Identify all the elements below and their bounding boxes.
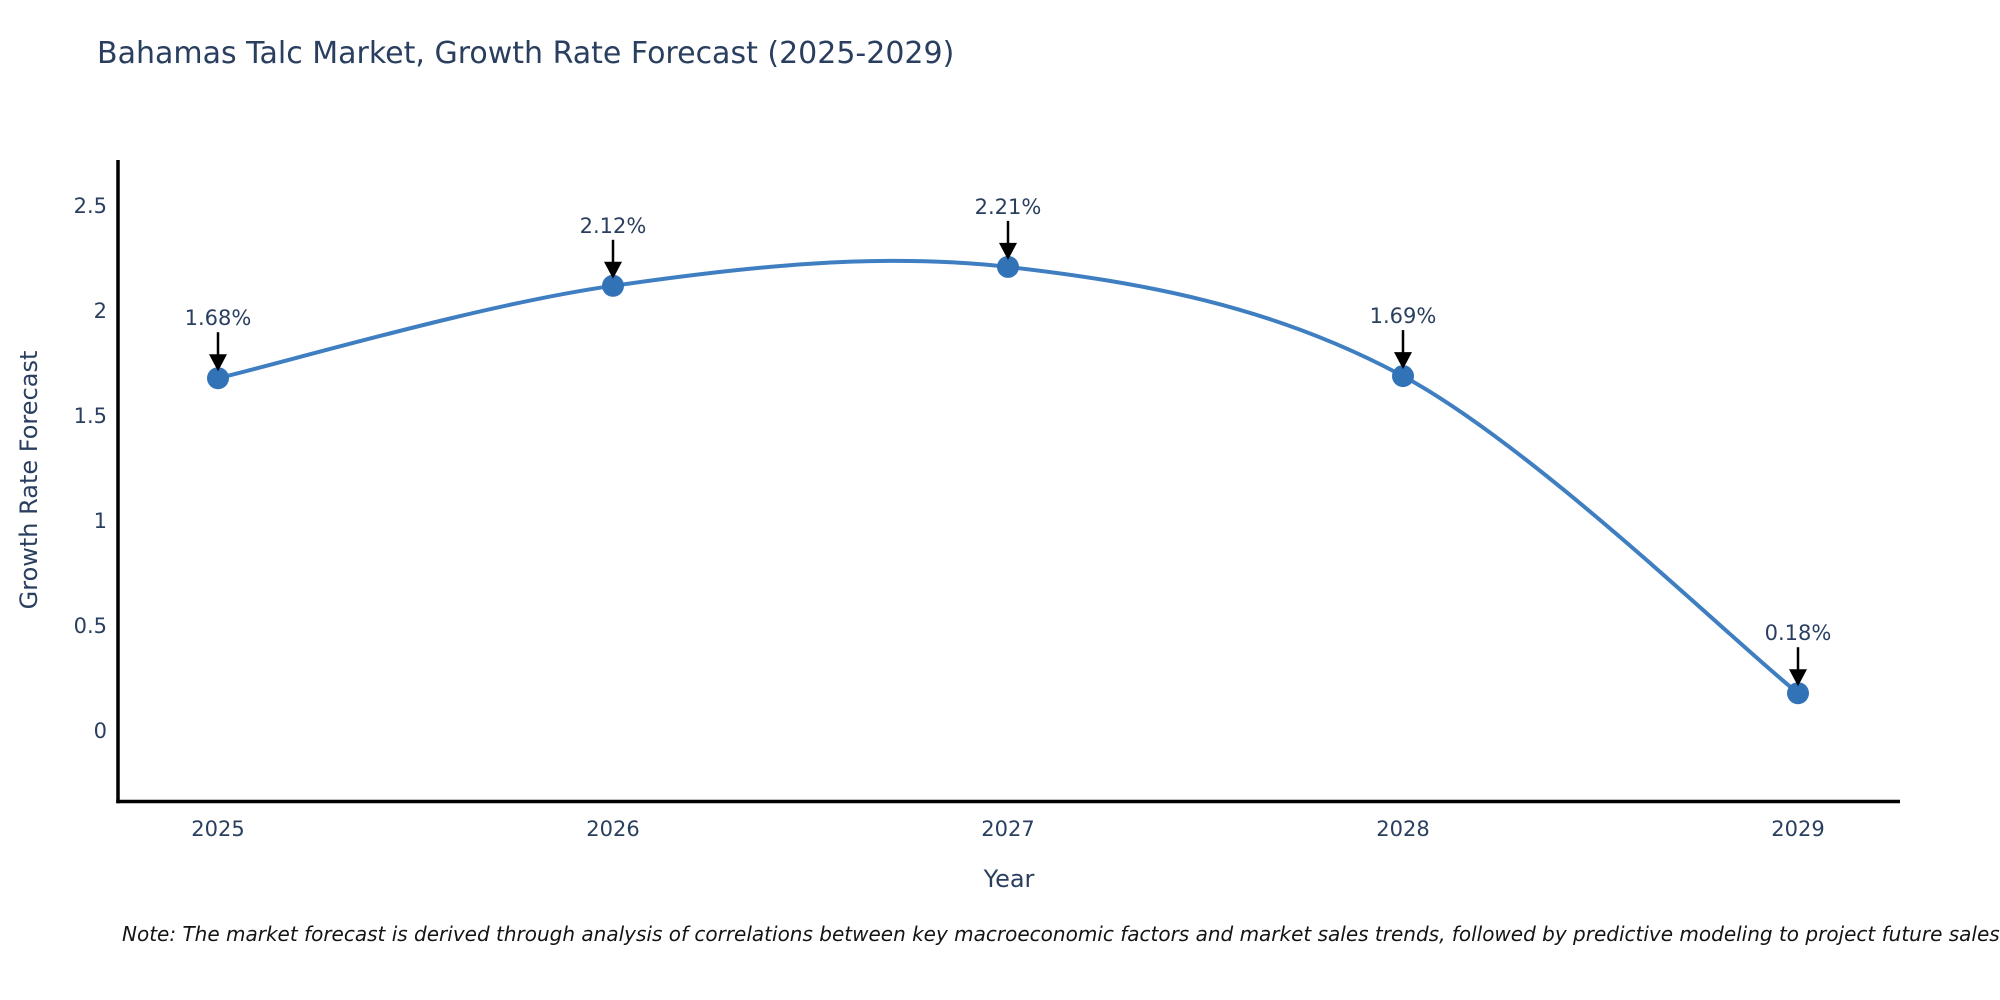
y-tick-label: 0: [94, 719, 107, 743]
x-tick-label: 2026: [586, 817, 639, 841]
y-tick-label: 1.5: [74, 404, 107, 428]
data-point-marker[interactable]: [1787, 682, 1809, 705]
data-point-marker[interactable]: [602, 274, 624, 297]
x-tick-label: 2029: [1771, 817, 1824, 841]
x-axis-title: Year: [983, 865, 1035, 893]
y-tick-label: 1: [94, 509, 107, 533]
annotation-arrowhead-icon: [1789, 669, 1807, 687]
annotation-label: 0.18%: [1765, 621, 1832, 645]
y-tick-label: 2: [94, 299, 107, 323]
x-tick-label: 2028: [1376, 817, 1429, 841]
annotation-label: 1.69%: [1370, 304, 1437, 328]
annotation-label: 2.21%: [975, 195, 1042, 219]
x-tick-label: 2025: [191, 817, 244, 841]
y-tick-label: 0.5: [74, 614, 107, 638]
data-point-marker[interactable]: [1392, 365, 1414, 388]
y-tick-label: 2.5: [74, 194, 107, 218]
x-tick-label: 2027: [981, 817, 1034, 841]
annotation-label: 2.12%: [580, 214, 647, 238]
annotation-arrowhead-icon: [604, 261, 622, 279]
footnote-text: Note: The market forecast is derived thr…: [122, 922, 2000, 946]
series-line: [216, 258, 1800, 696]
data-point-marker[interactable]: [997, 255, 1019, 278]
annotation-arrowhead-icon: [999, 242, 1017, 260]
y-axis-title: Growth Rate Forecast: [15, 351, 43, 610]
annotation-label: 1.68%: [185, 306, 252, 330]
annotation-arrowhead-icon: [209, 354, 227, 372]
chart-title: Bahamas Talc Market, Growth Rate Forecas…: [97, 36, 955, 71]
annotation-arrowhead-icon: [1394, 352, 1412, 370]
data-point-marker[interactable]: [207, 367, 229, 390]
